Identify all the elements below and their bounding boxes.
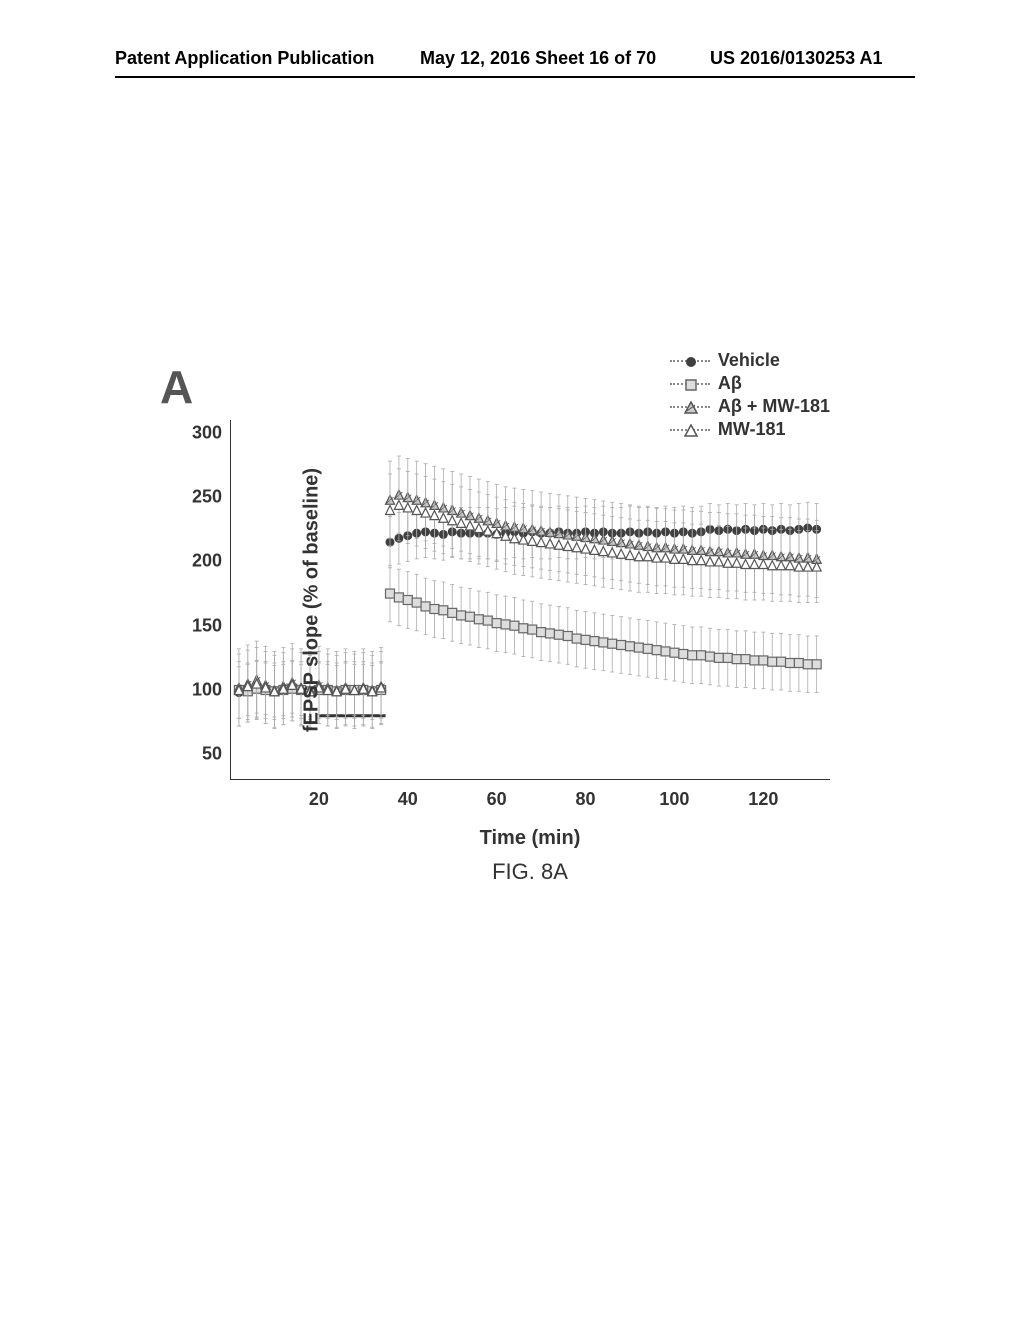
y-tick: 150 bbox=[192, 615, 222, 636]
legend-label: Aβ + MW-181 bbox=[718, 396, 830, 417]
figure-caption: FIG. 8A bbox=[492, 859, 568, 885]
legend-item-vehicle: Vehicle bbox=[670, 350, 830, 371]
x-tick: 60 bbox=[487, 789, 507, 810]
x-axis-label: Time (min) bbox=[480, 827, 581, 850]
y-axis-label: fEPSP slope (% of baseline) bbox=[301, 468, 324, 732]
y-tick: 300 bbox=[192, 422, 222, 443]
legend-item-ab-mw181: Aβ + MW-181 bbox=[670, 396, 830, 417]
legend-label: Aβ bbox=[718, 373, 742, 394]
x-tick: 120 bbox=[748, 789, 778, 810]
chart-plot-area: fEPSP slope (% of baseline) Time (min) F… bbox=[230, 420, 830, 780]
panel-label: A bbox=[160, 360, 193, 414]
y-tick: 200 bbox=[192, 551, 222, 572]
x-tick: 20 bbox=[309, 789, 329, 810]
y-tick: 50 bbox=[202, 744, 222, 765]
header-date-sheet: May 12, 2016 Sheet 16 of 70 bbox=[420, 48, 656, 69]
y-tick: 100 bbox=[192, 680, 222, 701]
legend-label: Vehicle bbox=[718, 350, 780, 371]
x-tick: 40 bbox=[398, 789, 418, 810]
header-rule bbox=[115, 76, 915, 78]
x-tick: 100 bbox=[659, 789, 689, 810]
figure-8a: A Vehicle Aβ Aβ + MW-181 MW-181 fEPSP sl… bbox=[150, 380, 870, 860]
x-tick: 80 bbox=[576, 789, 596, 810]
header-pub-number: US 2016/0130253 A1 bbox=[710, 48, 882, 69]
legend-item-ab: Aβ bbox=[670, 373, 830, 394]
header-pub-type: Patent Application Publication bbox=[115, 48, 374, 69]
y-tick: 250 bbox=[192, 487, 222, 508]
